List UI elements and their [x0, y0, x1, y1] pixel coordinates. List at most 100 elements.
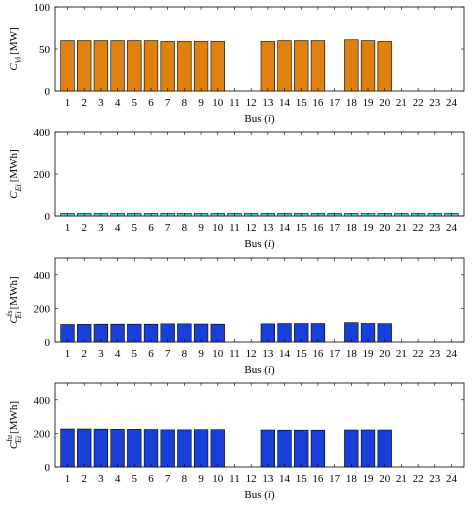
bar-bus-5 [127, 429, 142, 468]
x-tick-label: 18 [346, 222, 358, 234]
x-tick-label: 1 [65, 222, 71, 234]
bar-bus-3 [93, 428, 109, 468]
x-tick-label: 8 [182, 222, 188, 234]
bar-bus-18 [344, 429, 359, 468]
x-axis-label: Bus (i) [244, 113, 275, 125]
x-tick-label: 20 [379, 473, 391, 485]
x-tick-label: 24 [446, 97, 458, 109]
x-tick-label: 3 [98, 473, 104, 485]
y-tick-label: 0 [45, 86, 51, 98]
bar-bus-10 [210, 41, 225, 92]
x-tick-label: 23 [429, 97, 441, 109]
x-tick-label: 21 [396, 97, 407, 109]
x-tick-label: 20 [379, 97, 391, 109]
x-tick-label: 3 [98, 348, 104, 360]
x-tick-label: 7 [165, 97, 171, 109]
x-tick-label: 9 [198, 222, 204, 234]
x-tick-label: 11 [229, 348, 240, 360]
bar-bus-7 [160, 429, 175, 468]
x-tick-label: 14 [279, 97, 291, 109]
x-tick-label: 12 [246, 222, 257, 234]
x-tick-label: 2 [81, 348, 87, 360]
y-tick-label: 0 [45, 462, 51, 474]
x-tick-label: 19 [363, 97, 375, 109]
y-tick-label: 200 [34, 428, 51, 440]
bar-bus-6 [143, 40, 159, 92]
bar-bus-14 [277, 40, 292, 92]
x-tick-label: 9 [198, 97, 204, 109]
bar-bus-2 [77, 428, 92, 468]
bar-bus-8 [177, 429, 192, 468]
y-axis-label: CfuEi[MWh] [5, 401, 23, 449]
bar-bus-19 [360, 429, 376, 468]
bar-bus-18 [344, 39, 359, 92]
y-tick-label: 400 [34, 127, 51, 139]
x-tick-label: 19 [363, 348, 375, 360]
x-axis-label: Bus (i) [244, 364, 275, 376]
x-tick-label: 13 [262, 348, 274, 360]
x-tick-label: 17 [329, 222, 341, 234]
chart-panel-4: 1 2 3 4 5 6 7 8 9 10 11 12 13 14 15 16 17 18 19 20 21 22 23 240… [5, 382, 465, 501]
plot-frame [54, 382, 465, 468]
x-tick-label: 3 [98, 97, 104, 109]
x-tick-label: 18 [346, 97, 358, 109]
x-tick-label: 11 [229, 473, 240, 485]
x-tick-label: 11 [229, 222, 240, 234]
x-tick-label: 16 [312, 222, 324, 234]
bar-bus-14 [277, 429, 292, 468]
chart-panel-3: 1 2 3 4 5 6 7 8 9 10 11 12 13 14 15 16 17 18 19 20 21 22 23 240… [5, 257, 465, 376]
x-tick-label: 23 [429, 348, 441, 360]
x-tick-label: 7 [165, 348, 171, 360]
bar-bus-4 [110, 429, 125, 468]
x-tick-label: 15 [296, 222, 308, 234]
y-tick-label: 100 [34, 2, 51, 14]
x-tick-label: 8 [182, 348, 188, 360]
bar-bus-16 [310, 40, 326, 92]
x-tick-label: 4 [115, 97, 121, 109]
x-tick-label: 15 [296, 348, 308, 360]
x-tick-label: 16 [312, 97, 324, 109]
x-tick-label: 21 [396, 348, 407, 360]
x-tick-label: 19 [363, 473, 375, 485]
x-tick-label: 8 [182, 97, 188, 109]
x-tick-label: 9 [198, 473, 204, 485]
x-axis-label: Bus (i) [244, 489, 275, 501]
x-tick-label: 4 [115, 222, 121, 234]
x-tick-label: 17 [329, 348, 341, 360]
y-tick-label: 400 [34, 395, 51, 407]
x-tick-label: 5 [132, 473, 138, 485]
x-tick-label: 24 [446, 348, 458, 360]
x-tick-label: 21 [396, 473, 407, 485]
x-tick-label: 2 [81, 97, 87, 109]
bar-bus-15 [294, 429, 309, 468]
y-tick-label: 50 [39, 44, 51, 56]
x-tick-label: 3 [98, 222, 104, 234]
x-tick-label: 12 [246, 348, 257, 360]
x-tick-label: 21 [396, 222, 407, 234]
bar-bus-20 [377, 41, 392, 92]
x-tick-label: 6 [148, 473, 154, 485]
y-tick-label: 200 [34, 303, 51, 315]
x-tick-label: 16 [312, 473, 324, 485]
x-tick-label: 1 [65, 473, 71, 485]
x-tick-label: 12 [246, 473, 257, 485]
x-tick-label: 22 [413, 473, 424, 485]
bar-bus-6 [143, 429, 159, 468]
y-tick-label: 400 [34, 270, 51, 282]
bar-bus-19 [360, 40, 376, 92]
plot-frame [54, 257, 465, 343]
bar-bus-8 [177, 41, 192, 92]
x-tick-label: 20 [379, 222, 391, 234]
x-tick-label: 24 [446, 222, 458, 234]
x-axis-label: Bus (i) [244, 238, 275, 250]
x-tick-label: 15 [296, 473, 308, 485]
bar-bus-10 [210, 429, 225, 468]
bar-bus-13 [260, 41, 275, 92]
x-tick-label: 10 [212, 222, 224, 234]
x-tick-label: 7 [165, 473, 171, 485]
x-tick-label: 23 [429, 222, 441, 234]
bar-bus-15 [294, 40, 309, 92]
x-tick-label: 14 [279, 473, 291, 485]
x-tick-label: 20 [379, 348, 391, 360]
chart-panel-1: 1 2 3 4 5 6 7 8 9 10 11 12 13 14 15 16 17 18 19 20 21 22 23 240… [8, 2, 465, 125]
